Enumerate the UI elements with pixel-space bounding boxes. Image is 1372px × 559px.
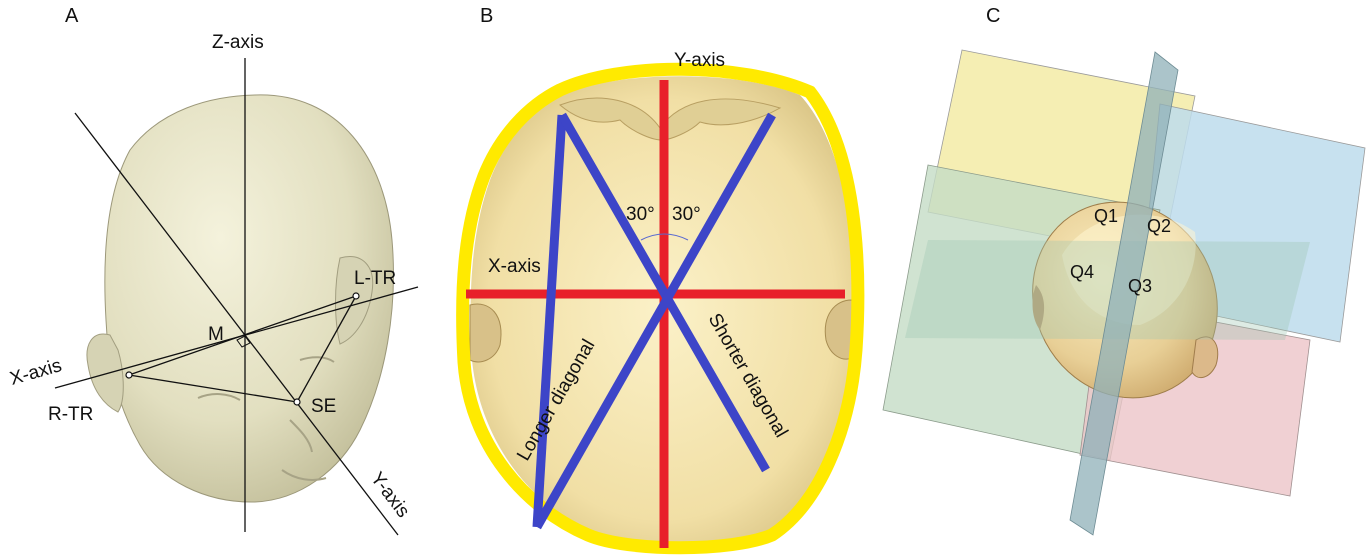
l-tr-point	[352, 292, 360, 300]
q1-label: Q1	[1094, 206, 1118, 226]
left-ear	[86, 333, 124, 413]
eye-left	[197, 393, 241, 401]
longer-diagonal-line-2	[558, 112, 770, 473]
head-contour-outline	[456, 62, 865, 555]
q3-label: Q3	[1128, 276, 1152, 296]
angle-right-label: 30°	[672, 204, 701, 225]
panel-b: B Y-axis X-axis 30° 30° Longer diagonal …	[456, 5, 865, 555]
eye-right	[299, 356, 335, 363]
m-label: M	[208, 324, 224, 345]
se-point	[293, 398, 301, 406]
right-ear-shadow	[824, 299, 853, 360]
r-tr-label: R-TR	[48, 404, 93, 425]
left-ear-shadow	[469, 303, 502, 363]
angle-left-label: 30°	[626, 204, 655, 225]
panel-a: A Z-axis X-axis Y-axis M L-TR R-TR	[8, 5, 419, 536]
tr-connector-line	[128, 295, 357, 376]
plane-green-front	[905, 240, 1310, 340]
head-silhouette	[104, 94, 394, 503]
plane-vertical	[1069, 51, 1179, 536]
nose	[289, 419, 313, 453]
right-angle-marker	[236, 335, 251, 348]
shorter-diagonal-line	[533, 112, 776, 530]
ear-c	[1191, 336, 1219, 379]
panel-c: C Q1 Q2 Q3 Q4	[882, 5, 1366, 536]
brow-ridge	[559, 97, 782, 141]
angle-arc	[640, 233, 689, 241]
panel-a-letter: A	[65, 5, 79, 27]
y-axis-label-b: Y-axis	[674, 50, 725, 71]
x-axis-label-b: X-axis	[488, 256, 541, 277]
z-axis-label: Z-axis	[212, 32, 264, 53]
r-tr-to-se-line	[128, 374, 298, 403]
mouth	[281, 469, 327, 481]
panel-b-letter: B	[480, 5, 493, 27]
l-tr-label: L-TR	[354, 268, 396, 289]
y-axis-line	[74, 112, 399, 536]
se-label: SE	[311, 396, 336, 417]
panel-c-letter: C	[986, 5, 1000, 27]
x-axis-label: X-axis	[8, 355, 65, 390]
neck-shadow	[1032, 285, 1045, 330]
q2-label: Q2	[1147, 216, 1171, 236]
l-tr-to-se-line	[296, 295, 357, 403]
longer-diagonal-line	[532, 114, 567, 528]
y-axis-label: Y-axis	[366, 468, 413, 521]
q4-label: Q4	[1070, 262, 1094, 282]
r-tr-point	[125, 371, 133, 379]
